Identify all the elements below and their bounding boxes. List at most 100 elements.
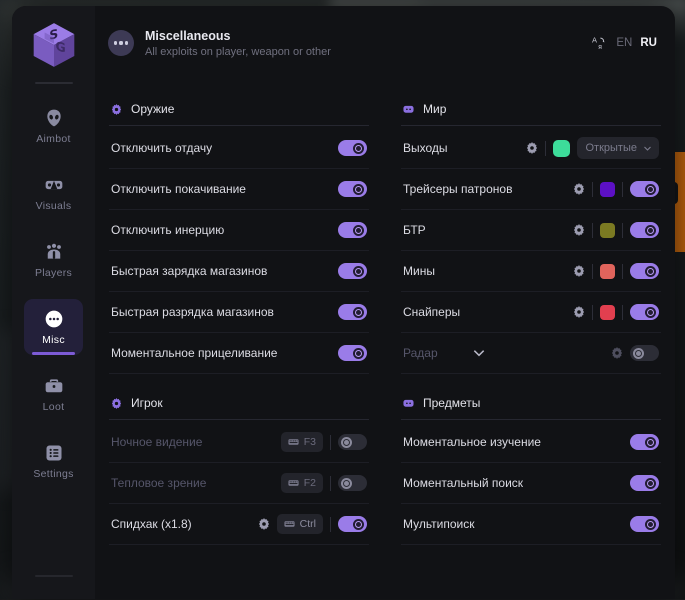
exits-dropdown[interactable]: Открытые (576, 137, 659, 159)
sidebar-item-players[interactable]: Players (24, 232, 83, 288)
chevron-down-icon (644, 146, 651, 151)
toggle-switch[interactable] (630, 222, 659, 238)
toggle-knob (645, 265, 656, 277)
table-row[interactable]: Трейсеры патронов (401, 169, 661, 210)
toggle-switch[interactable] (630, 181, 659, 197)
toggle-switch[interactable] (338, 475, 367, 491)
gear-icon[interactable] (573, 224, 585, 236)
row-label: Быстрая зарядка магазинов (111, 264, 268, 278)
row-label: Тепловое зрение (111, 476, 207, 490)
table-row[interactable]: Отключить инерцию (109, 210, 369, 251)
section-rule (109, 125, 369, 126)
toggle-switch[interactable] (630, 304, 659, 320)
section-items: Предметы Моментальное изучение Моменталь… (401, 396, 661, 545)
color-swatch[interactable] (552, 139, 570, 157)
svg-text:S: S (49, 26, 58, 43)
toggle-switch[interactable] (630, 263, 659, 279)
control-separator (330, 434, 331, 450)
table-row[interactable]: Быстрая зарядка магазинов (109, 251, 369, 292)
toggle-knob (353, 306, 364, 318)
color-swatch[interactable] (600, 181, 615, 197)
toggle-switch[interactable] (630, 516, 659, 532)
toggle-switch[interactable] (338, 434, 367, 450)
toggle-switch[interactable] (630, 345, 659, 361)
row-label: Снайперы (403, 305, 461, 319)
toggle-switch[interactable] (630, 475, 659, 491)
right-column: Мир Выходы (385, 80, 661, 599)
dropdown-value: Открытые (585, 142, 638, 154)
table-row[interactable]: Мультипоиск (401, 504, 661, 545)
table-row[interactable]: Отключить покачивание (109, 169, 369, 210)
row-label: БТР (403, 223, 426, 237)
row-controls: Открытые (526, 137, 659, 159)
table-row[interactable]: Быстрая разрядка магазинов (109, 292, 369, 333)
table-row[interactable]: Тепловое зрение (109, 463, 369, 504)
section-world: Мир Выходы (401, 102, 661, 374)
toggle-switch[interactable] (630, 434, 659, 450)
sidebar-item-label: Misc (42, 333, 65, 346)
briefcase-icon (45, 378, 62, 392)
sidebar-item-misc[interactable]: Misc (24, 299, 83, 355)
sidebar-item-aimbot[interactable]: Aimbot (24, 98, 83, 154)
svg-text:я: я (598, 43, 602, 51)
sidebar-item-visuals[interactable]: Visuals (24, 165, 83, 221)
lang-option-en[interactable]: EN (616, 37, 633, 49)
toggle-switch[interactable] (338, 222, 367, 238)
dots-icon (45, 310, 62, 327)
alien-icon (46, 109, 61, 126)
keybind-chip[interactable]: F2 (280, 473, 323, 493)
keybind-chip[interactable]: Ctrl (276, 514, 323, 534)
color-swatch[interactable] (600, 263, 615, 279)
row-controls (573, 181, 659, 197)
table-row[interactable]: Спидхак (x1.8) (109, 504, 369, 545)
toggle-knob (645, 477, 656, 489)
toggle-switch[interactable] (338, 345, 367, 361)
keybind-label: F2 (303, 477, 316, 489)
row-label: Быстрая разрядка магазинов (111, 305, 274, 319)
table-row[interactable]: Моментальное изучение (401, 422, 661, 463)
table-row[interactable]: Выходы Открытые (401, 128, 661, 169)
gear-icon[interactable] (573, 183, 585, 195)
gear-icon[interactable] (573, 265, 585, 277)
control-separator (622, 181, 623, 197)
table-row[interactable]: Мины (401, 251, 661, 292)
section-header: Игрок (109, 396, 369, 419)
sidebar-item-label: Players (34, 266, 73, 279)
toggle-switch[interactable] (338, 181, 367, 197)
table-row[interactable]: Отключить отдачу (109, 128, 369, 169)
section-rule (109, 419, 369, 420)
toggle-switch[interactable] (338, 263, 367, 279)
table-row[interactable]: Радар (401, 333, 661, 374)
keyboard-icon (284, 521, 295, 527)
section-header: Мир (401, 102, 661, 125)
toggle-switch[interactable] (338, 140, 367, 156)
toggle-knob (353, 224, 364, 236)
table-row[interactable]: БТР (401, 210, 661, 251)
sidebar: S G Aimbot Visuals (12, 6, 95, 599)
section-rule (401, 419, 661, 420)
toggle-knob (353, 142, 364, 154)
table-row[interactable]: Моментальное прицеливание (109, 333, 369, 374)
sidebar-item-loot[interactable]: Loot (24, 366, 83, 422)
row-label: Трейсеры патронов (403, 182, 513, 196)
gear-icon[interactable] (258, 518, 270, 530)
color-swatch[interactable] (600, 304, 615, 320)
row-controls: Ctrl (258, 514, 367, 534)
control-separator (330, 475, 331, 491)
table-row[interactable]: Ночное видение (109, 422, 369, 463)
section-header: Оружие (109, 102, 369, 125)
keybind-chip[interactable]: F3 (280, 432, 323, 452)
gear-icon[interactable] (611, 347, 623, 359)
color-swatch[interactable] (600, 222, 615, 238)
sidebar-item-settings[interactable]: Settings (24, 433, 83, 489)
toggle-switch[interactable] (338, 516, 367, 532)
toggle-knob (353, 265, 364, 277)
table-row[interactable]: Моментальный поиск (401, 463, 661, 504)
gear-icon[interactable] (526, 142, 538, 154)
toggle-switch[interactable] (338, 304, 367, 320)
lang-option-ru[interactable]: RU (640, 37, 657, 49)
control-separator (622, 263, 623, 279)
chevron-down-icon[interactable] (472, 346, 486, 360)
gear-icon[interactable] (573, 306, 585, 318)
table-row[interactable]: Снайперы (401, 292, 661, 333)
